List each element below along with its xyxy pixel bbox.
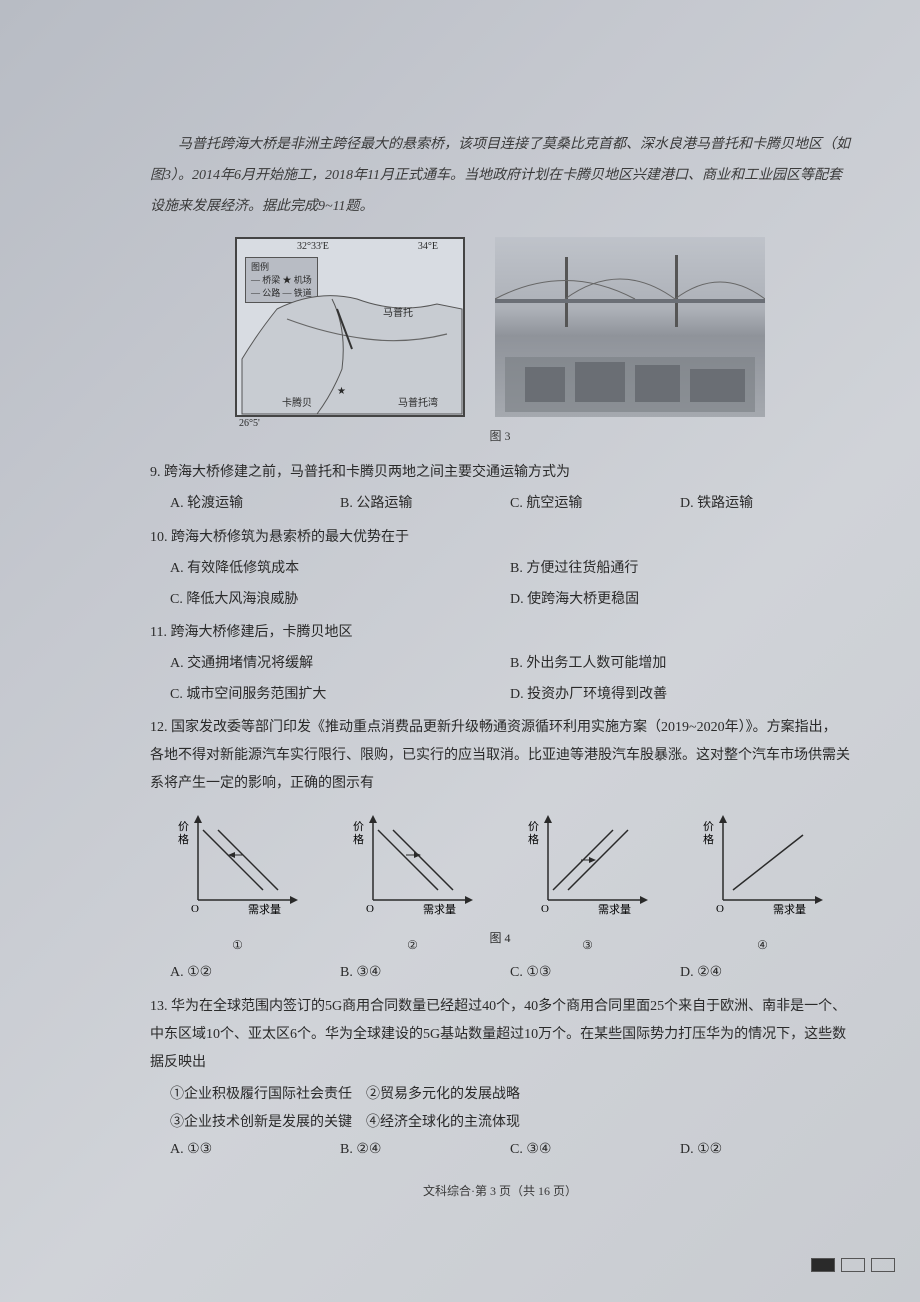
q11-option-a: A. 交通拥堵情况将缓解 bbox=[170, 651, 510, 678]
question-13: 13. 华为在全球范围内签订的5G商用合同数量已经超过40个，40多个商用合同里… bbox=[150, 993, 850, 1164]
svg-text:价: 价 bbox=[528, 820, 539, 833]
q10-option-c: C. 降低大风海浪威胁 bbox=[170, 587, 510, 614]
q13-stem: 13. 华为在全球范围内签订的5G商用合同数量已经超过40个，40多个商用合同里… bbox=[150, 993, 850, 1077]
question-11: 11. 跨海大桥修建后，卡腾贝地区 A. 交通拥堵情况将缓解 B. 外出务工人数… bbox=[150, 619, 850, 708]
q13-options: A. ①③ B. ②④ C. ③④ D. ①② bbox=[170, 1137, 850, 1164]
q13-option-b: B. ②④ bbox=[340, 1137, 510, 1164]
scan-mark-3 bbox=[871, 1258, 895, 1272]
svg-text:格: 格 bbox=[353, 832, 364, 846]
q10-option-d: D. 使跨海大桥更稳固 bbox=[510, 587, 850, 614]
q13-statement-1: ①企业积极履行国际社会责任 ②贸易多元化的发展战略 bbox=[170, 1081, 850, 1109]
question-9: 9. 跨海大桥修建之前，马普托和卡腾贝两地之间主要交通运输方式为 A. 轮渡运输… bbox=[150, 459, 850, 518]
chart-3-label: ③ bbox=[523, 933, 653, 957]
q9-option-b: B. 公路运输 bbox=[340, 491, 510, 518]
q11-options-2: C. 城市空间服务范围扩大 D. 投资办厂环境得到改善 bbox=[170, 682, 850, 709]
svg-text:格: 格 bbox=[178, 832, 189, 846]
q9-option-c: C. 航空运输 bbox=[510, 491, 680, 518]
bridge-photo bbox=[495, 237, 765, 417]
q13-statement-2: ③企业技术创新是发展的关键 ④经济全球化的主流体现 bbox=[170, 1109, 850, 1137]
q10-options-1: A. 有效降低修筑成本 B. 方便过往货船通行 bbox=[170, 556, 850, 583]
q11-option-d: D. 投资办厂环境得到改善 bbox=[510, 682, 850, 709]
svg-text:★: ★ bbox=[337, 386, 346, 397]
svg-text:需求量: 需求量 bbox=[598, 903, 631, 916]
q9-options: A. 轮渡运输 B. 公路运输 C. 航空运输 D. 铁路运输 bbox=[170, 491, 850, 518]
passage-text: 马普托跨海大桥是非洲主跨径最大的悬索桥，该项目连接了莫桑比克首都、深水良港马普托… bbox=[150, 130, 850, 222]
map-label-maputo: 马普托 bbox=[383, 304, 413, 319]
map-svg: ★ bbox=[237, 239, 463, 415]
question-12: 12. 国家发改委等部门印发《推动重点消费品更新升级畅通资源循环利用实施方案（2… bbox=[150, 714, 850, 987]
figure3-caption: 图 3 bbox=[150, 427, 850, 444]
svg-text:价: 价 bbox=[353, 820, 364, 833]
map-figure: 32°33'E 34°E 图例 — 桥梁 ★ 机场 — 公路 — 铁道 ★ 马普… bbox=[235, 237, 465, 417]
q13-option-d: D. ①② bbox=[680, 1137, 850, 1164]
q9-option-d: D. 铁路运输 bbox=[680, 491, 850, 518]
q11-option-b: B. 外出务工人数可能增加 bbox=[510, 651, 850, 678]
q11-options-1: A. 交通拥堵情况将缓解 B. 外出务工人数可能增加 bbox=[170, 651, 850, 678]
q10-stem: 10. 跨海大桥修筑为悬索桥的最大优势在于 bbox=[150, 524, 850, 552]
chart-4: 价 格 O 需求量 ④ bbox=[698, 810, 828, 920]
svg-text:O: O bbox=[716, 903, 724, 915]
q12-options: A. ①② B. ③④ C. ①③ D. ②④ bbox=[170, 960, 850, 987]
svg-text:格: 格 bbox=[528, 832, 539, 846]
q13-option-c: C. ③④ bbox=[510, 1137, 680, 1164]
q12-option-b: B. ③④ bbox=[340, 960, 510, 987]
q9-stem: 9. 跨海大桥修建之前，马普托和卡腾贝两地之间主要交通运输方式为 bbox=[150, 459, 850, 487]
page-footer: 文科综合·第 3 页（共 16 页） bbox=[150, 1182, 850, 1199]
q12-charts: 价 格 O 需求量 ① 价 格 bbox=[150, 810, 850, 920]
scan-mark-1 bbox=[811, 1258, 835, 1272]
svg-text:格: 格 bbox=[703, 832, 714, 846]
q11-stem: 11. 跨海大桥修建后，卡腾贝地区 bbox=[150, 619, 850, 647]
q10-options-2: C. 降低大风海浪威胁 D. 使跨海大桥更稳固 bbox=[170, 587, 850, 614]
scan-mark-2 bbox=[841, 1258, 865, 1272]
svg-text:价: 价 bbox=[178, 820, 189, 833]
chart-3: 价 格 O 需求量 ③ bbox=[523, 810, 653, 920]
q12-option-d: D. ②④ bbox=[680, 960, 850, 987]
q10-option-a: A. 有效降低修筑成本 bbox=[170, 556, 510, 583]
scan-marks bbox=[811, 1258, 895, 1272]
exam-page: 马普托跨海大桥是非洲主跨径最大的悬索桥，该项目连接了莫桑比克首都、深水良港马普托… bbox=[140, 110, 860, 1219]
chart-4-label: ④ bbox=[698, 933, 828, 957]
svg-text:O: O bbox=[366, 903, 374, 915]
svg-text:需求量: 需求量 bbox=[423, 903, 456, 916]
q13-statements: ①企业积极履行国际社会责任 ②贸易多元化的发展战略 ③企业技术创新是发展的关键 … bbox=[170, 1081, 850, 1137]
figure-3-row: 32°33'E 34°E 图例 — 桥梁 ★ 机场 — 公路 — 铁道 ★ 马普… bbox=[150, 237, 850, 417]
q13-option-a: A. ①③ bbox=[170, 1137, 340, 1164]
q10-option-b: B. 方便过往货船通行 bbox=[510, 556, 850, 583]
question-10: 10. 跨海大桥修筑为悬索桥的最大优势在于 A. 有效降低修筑成本 B. 方便过… bbox=[150, 524, 850, 613]
chart-2: 价 格 O 需求量 ② bbox=[348, 810, 478, 920]
q9-option-a: A. 轮渡运输 bbox=[170, 491, 340, 518]
svg-text:价: 价 bbox=[703, 820, 714, 833]
chart-1-label: ① bbox=[173, 933, 303, 957]
q12-option-a: A. ①② bbox=[170, 960, 340, 987]
chart-2-label: ② bbox=[348, 933, 478, 957]
svg-text:O: O bbox=[191, 903, 199, 915]
map-label-bay: 马普托湾 bbox=[398, 394, 438, 409]
svg-text:需求量: 需求量 bbox=[248, 903, 281, 916]
q11-option-c: C. 城市空间服务范围扩大 bbox=[170, 682, 510, 709]
bridge-cables bbox=[495, 237, 765, 417]
map-label-lat: 26°5' bbox=[239, 418, 260, 429]
chart-1: 价 格 O 需求量 ① bbox=[173, 810, 303, 920]
svg-text:需求量: 需求量 bbox=[773, 903, 806, 916]
map-label-katembe: 卡腾贝 bbox=[282, 394, 312, 409]
q12-stem: 12. 国家发改委等部门印发《推动重点消费品更新升级畅通资源循环利用实施方案（2… bbox=[150, 714, 850, 798]
svg-text:O: O bbox=[541, 903, 549, 915]
q12-option-c: C. ①③ bbox=[510, 960, 680, 987]
